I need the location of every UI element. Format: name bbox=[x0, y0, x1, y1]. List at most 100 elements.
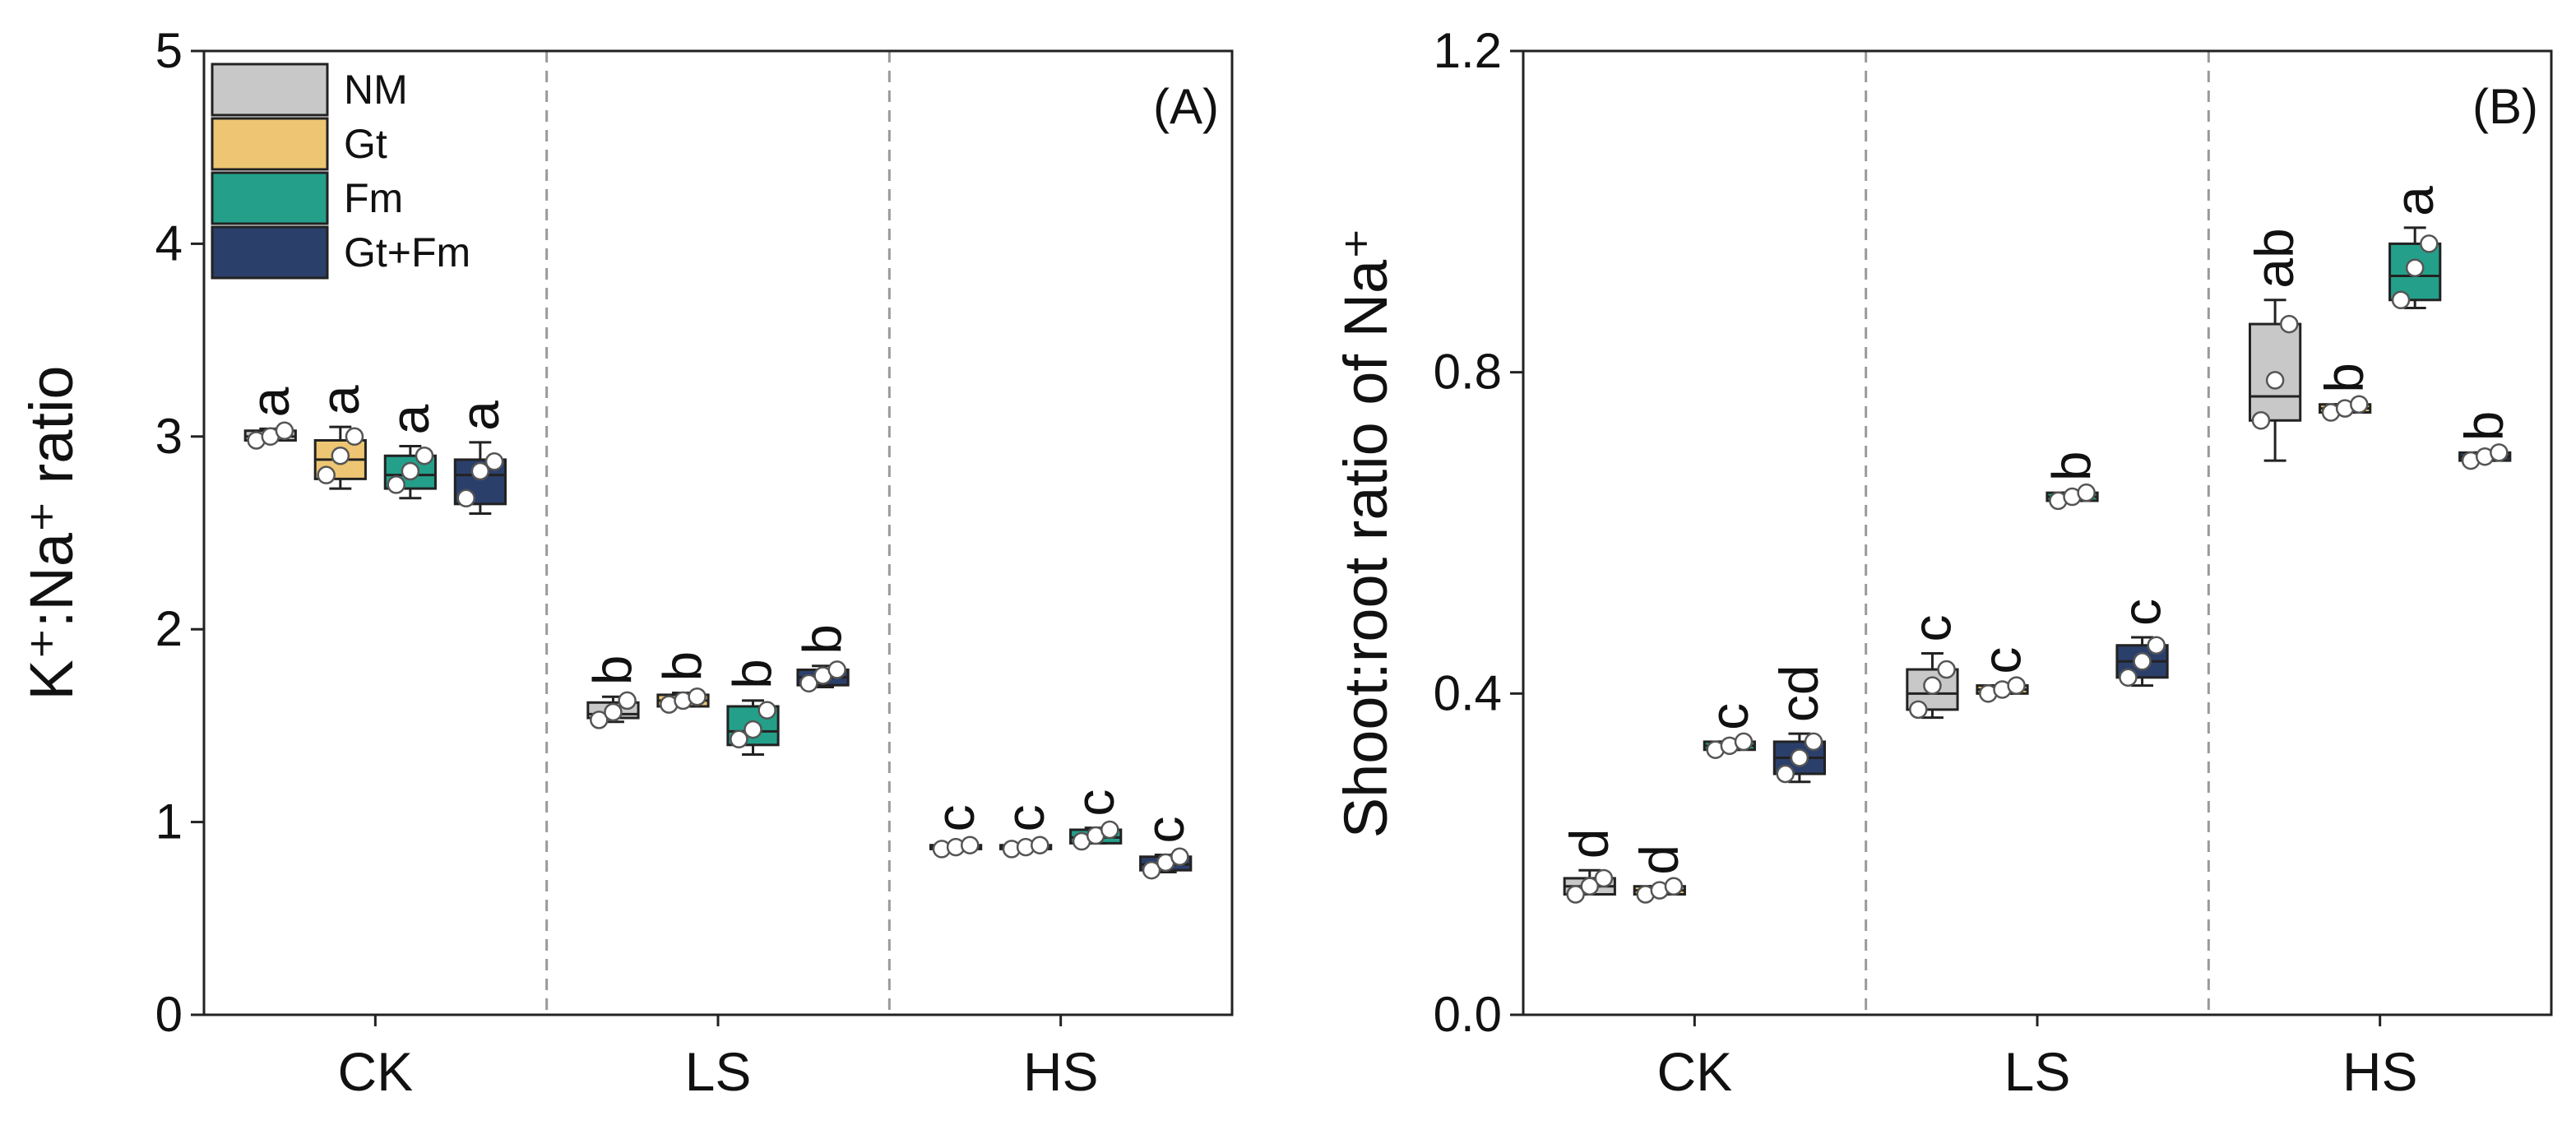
x-category-label: CK bbox=[337, 1041, 413, 1102]
data-point bbox=[317, 465, 336, 484]
significance-letter: b bbox=[2314, 363, 2374, 393]
box-group: a bbox=[379, 405, 440, 500]
data-point bbox=[2350, 395, 2369, 414]
significance-letter: c bbox=[924, 804, 985, 831]
data-point bbox=[827, 660, 846, 679]
significance-letter: c bbox=[1134, 816, 1195, 843]
data-point bbox=[1594, 868, 1614, 888]
data-point bbox=[484, 452, 504, 471]
significance-letter: d bbox=[1559, 828, 1619, 859]
box-group: d bbox=[1629, 845, 1689, 904]
box-group: b bbox=[651, 651, 712, 714]
box-group: c bbox=[1971, 647, 2032, 703]
data-point bbox=[2391, 290, 2411, 310]
x-categories-a: CK LS HS bbox=[337, 1015, 1099, 1102]
significance-letter: b bbox=[2453, 411, 2514, 442]
data-point bbox=[401, 461, 420, 481]
data-point bbox=[275, 421, 294, 441]
box-group: c bbox=[1134, 816, 1195, 880]
data-point bbox=[1923, 676, 1942, 695]
data-point bbox=[2147, 636, 2166, 655]
y-ticks-b: 0.0 0.4 0.8 1.2 bbox=[1434, 23, 1523, 1042]
data-point bbox=[1100, 820, 1119, 840]
box-group: c bbox=[2111, 599, 2172, 688]
x-categories-b: CK LS HS bbox=[1656, 1015, 2418, 1102]
significance-letter: c bbox=[994, 804, 1055, 831]
data-point bbox=[2280, 314, 2299, 334]
data-point bbox=[2119, 668, 2138, 688]
panel-label-b: (B) bbox=[2472, 79, 2538, 134]
data-point bbox=[1909, 700, 1928, 720]
data-point bbox=[345, 427, 364, 447]
significance-letter: a bbox=[239, 387, 300, 417]
box-group: ab bbox=[2244, 228, 2305, 462]
data-point bbox=[604, 702, 623, 722]
box-group: b bbox=[2453, 411, 2514, 470]
data-point bbox=[1776, 764, 1795, 784]
significance-letter: c bbox=[1901, 615, 1962, 642]
y-tick-label: 5 bbox=[155, 23, 183, 78]
y-tick-label: 1 bbox=[155, 794, 183, 850]
boxes-a: a b c a b c a b c a b c bbox=[239, 385, 1195, 880]
data-point bbox=[2405, 258, 2425, 277]
y-axis-label-b: Shoot:root ratio of Na⁺ bbox=[1332, 228, 1400, 838]
box-group: b bbox=[792, 624, 853, 693]
significance-letter: c bbox=[1698, 703, 1759, 730]
box-group: c bbox=[1901, 615, 1962, 720]
y-tick-label: 0.0 bbox=[1434, 987, 1502, 1042]
y-axis-label-a: K⁺:Na⁺ ratio bbox=[17, 365, 86, 700]
box-group: b bbox=[722, 659, 783, 757]
box-group: c bbox=[1698, 703, 1759, 759]
box-group: d bbox=[1559, 828, 1619, 904]
data-point bbox=[2490, 443, 2509, 462]
legend-label: Fm bbox=[344, 175, 403, 221]
x-category-label: HS bbox=[2342, 1041, 2418, 1102]
data-point bbox=[1804, 732, 1823, 752]
legend-swatch bbox=[211, 171, 329, 225]
x-category-label: LS bbox=[2004, 1041, 2071, 1102]
significance-letter: b bbox=[722, 659, 783, 689]
legend: NM Gt Fm Gt+Fm bbox=[211, 62, 470, 280]
significance-letter: c bbox=[1064, 789, 1125, 817]
significance-letter: d bbox=[1629, 845, 1689, 875]
significance-letter: ab bbox=[2244, 228, 2305, 288]
y-tick-label: 3 bbox=[155, 409, 183, 464]
y-tick-label: 1.2 bbox=[1434, 23, 1502, 78]
data-point bbox=[2251, 411, 2271, 430]
legend-swatch bbox=[211, 117, 329, 171]
separators-b bbox=[1865, 51, 2210, 1015]
y-ticks-a: 0 1 2 3 4 5 bbox=[155, 23, 204, 1042]
x-category-label: HS bbox=[1023, 1041, 1099, 1102]
y-tick-label: 2 bbox=[155, 601, 183, 656]
data-point bbox=[590, 711, 609, 729]
data-point bbox=[331, 446, 350, 465]
significance-letter: a bbox=[2384, 186, 2444, 216]
legend-swatch bbox=[211, 225, 329, 280]
significance-letter: a bbox=[379, 405, 440, 435]
significance-letter: b bbox=[651, 651, 712, 682]
box-group: b bbox=[581, 655, 642, 729]
data-point bbox=[1031, 836, 1049, 854]
box-group: a bbox=[2384, 186, 2444, 310]
legend-label: Gt+Fm bbox=[344, 229, 470, 275]
legend-label: NM bbox=[344, 67, 408, 113]
box-group: a bbox=[449, 400, 510, 516]
y-tick-label: 0.8 bbox=[1434, 345, 1502, 400]
data-point bbox=[1142, 860, 1161, 880]
significance-letter: cd bbox=[1768, 664, 1829, 722]
data-point bbox=[730, 729, 748, 749]
data-point bbox=[799, 674, 818, 693]
data-point bbox=[2265, 371, 2285, 390]
y-tick-label: 4 bbox=[155, 215, 183, 271]
significance-letter: b bbox=[792, 624, 853, 655]
data-point bbox=[387, 475, 405, 494]
data-point bbox=[415, 446, 434, 465]
data-point bbox=[2077, 483, 2096, 502]
y-tick-label: 0.4 bbox=[1434, 665, 1502, 720]
box-group: cd bbox=[1768, 664, 1829, 784]
data-point bbox=[456, 488, 475, 508]
significance-letter: c bbox=[2111, 599, 2172, 626]
